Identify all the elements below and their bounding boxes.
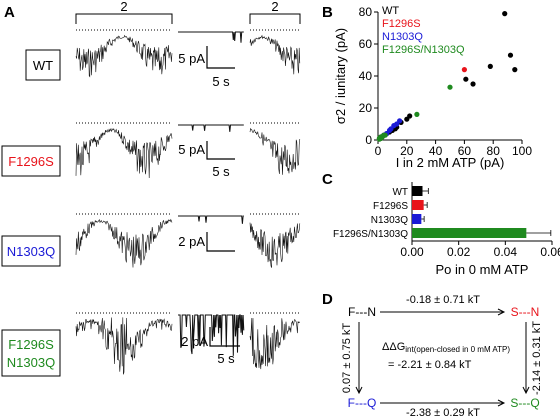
c-xtick-label-2: 0.04 <box>494 245 518 259</box>
c-bar-0 <box>412 186 423 196</box>
b-point-s0-4 <box>470 81 476 87</box>
trace-row1-zero-atp <box>178 124 244 132</box>
b-point-s0-3 <box>487 63 493 69</box>
b-legend: WT F1296S N1303Q F1296S/N1303Q <box>382 5 465 56</box>
scale-pa-n1303q: 2 pA <box>178 234 205 249</box>
baselines <box>76 29 300 314</box>
energy-cycle-diagram: F---N S---N F---Q S---Q -0.18 ± 0.71 kT … <box>341 294 543 417</box>
b-ytick-label-0: 0 <box>365 133 372 147</box>
current-traces <box>75 31 301 375</box>
node-s-q: S---Q <box>510 396 539 410</box>
row-label-n1303q: N1303Q <box>1 235 61 267</box>
b-point-s3-8 <box>376 136 383 142</box>
b-point-s0-2 <box>512 67 518 73</box>
node-f-q: F---Q <box>348 396 377 410</box>
edge-top: -0.18 ± 0.71 kT <box>406 294 480 306</box>
c-xlabel: Po in 0 mM ATP <box>436 262 529 277</box>
trace-row0-seg0 <box>75 34 173 78</box>
panel-a-letter: A <box>4 4 15 21</box>
b-xtick-label-4: 80 <box>487 144 501 158</box>
b-point-s0-5 <box>463 76 469 82</box>
trace-row1-seg0 <box>75 127 173 179</box>
bracket-right <box>249 13 301 24</box>
b-xtick-label-0: 0 <box>375 144 382 158</box>
c-category-1: F1296S <box>373 201 408 212</box>
scale-s-double: 5 s <box>217 351 235 366</box>
trace-row3-seg1 <box>249 317 301 370</box>
bracket-left <box>75 13 173 24</box>
edge-bottom: -2.38 ± 0.29 kT <box>406 407 480 417</box>
b-point-s3-0 <box>447 84 453 90</box>
center-value: = -2.21 ± 0.84 kT <box>388 359 472 371</box>
b-ytick-label-4: 80 <box>359 5 373 19</box>
c-category-0: WT <box>392 187 408 198</box>
scale-pa-double: 2 pA <box>181 334 208 349</box>
c-xtick-label-3: 0.06 <box>540 245 560 259</box>
row-label-wt: WT <box>25 49 61 81</box>
panel-b-letter: B <box>322 4 333 21</box>
c-category-2: N1303Q <box>371 215 408 226</box>
svg-text:F1296S: F1296S <box>8 337 54 352</box>
trace-row2-seg1 <box>249 222 301 268</box>
legend-double: F1296S/N1303Q <box>382 44 465 56</box>
c-xtick-label-1: 0.02 <box>447 245 471 259</box>
b-xtick-label-3: 60 <box>458 144 472 158</box>
scale-pa-wt: 5 pA <box>178 51 205 66</box>
center-ddg: ΔΔGint(open-closed in 0 mM ATP) <box>382 341 510 354</box>
scale-s-f1296s: 5 s <box>212 164 230 179</box>
b-ylabel: σ2 / iunitary (pA) <box>333 28 348 124</box>
trace-row2-zero-atp <box>178 215 244 224</box>
bracket-left-label: 2 <box>120 0 127 14</box>
b-ytick-label-3: 60 <box>359 37 373 51</box>
scale-bars <box>206 46 240 347</box>
scatter-chart: 0 20 40 60 80 100 0 20 40 60 80 <box>359 5 533 158</box>
svg-text:WT: WT <box>33 58 53 73</box>
b-point-s0-1 <box>507 52 514 58</box>
trace-row2-seg0 <box>75 218 173 268</box>
b-point-s0-7 <box>404 116 410 122</box>
svg-text:N1303Q: N1303Q <box>7 244 55 259</box>
b-ytick-label-1: 20 <box>359 101 373 115</box>
trace-row3-seg0 <box>75 317 173 375</box>
svg-text:N1303Q: N1303Q <box>7 355 55 370</box>
node-f-n: F---N <box>348 305 376 319</box>
scale-pa-f1296s: 5 pA <box>178 142 205 157</box>
panel-d-letter: D <box>322 291 333 308</box>
b-point-s3-1 <box>414 111 420 117</box>
b-ytick-label-2: 40 <box>359 69 373 83</box>
row-label-f1296s-n1303q: F1296S N1303Q <box>1 329 61 377</box>
svg-text:F1296S: F1296S <box>8 154 54 169</box>
bar-chart: WT F1296S N1303Q F1296S/N1303Q 0.00 0.02 0.04… <box>333 182 560 259</box>
legend-n1303q: N1303Q <box>382 31 423 43</box>
edge-right: -2.14 ± 0.31 kT <box>531 321 543 395</box>
c-bar-3 <box>412 228 527 238</box>
b-xtick-label-2: 40 <box>429 144 443 158</box>
panel-c-letter: C <box>322 171 333 188</box>
legend-f1296s: F1296S <box>382 18 421 30</box>
cycle-arrows <box>355 308 530 407</box>
edge-left: 0.07 ± 0.75 kT <box>341 323 353 394</box>
c-category-3: F1296S/N1303Q <box>333 229 408 240</box>
b-xtick-label-1: 20 <box>400 144 414 158</box>
trace-row0-seg1 <box>249 34 301 75</box>
c-bar-2 <box>412 214 422 224</box>
c-bar-1 <box>412 200 424 210</box>
b-point-s0-0 <box>502 11 508 17</box>
trace-row1-seg1 <box>249 127 301 175</box>
row-label-f1296s: F1296S <box>1 145 61 177</box>
b-xtick-label-5: 100 <box>512 144 532 158</box>
b-xlabel: I in 2 mM ATP (pA) <box>396 155 505 170</box>
scale-s-wt: 5 s <box>212 74 230 89</box>
trace-row0-zero-atp <box>178 31 244 43</box>
legend-wt: WT <box>382 5 399 17</box>
b-point-s1-0 <box>461 67 467 73</box>
trace-row3-zero-atp <box>178 314 245 356</box>
c-xtick-label-0: 0.00 <box>400 245 424 259</box>
node-s-n: S---N <box>511 305 540 319</box>
bracket-right-label: 2 <box>271 0 278 14</box>
